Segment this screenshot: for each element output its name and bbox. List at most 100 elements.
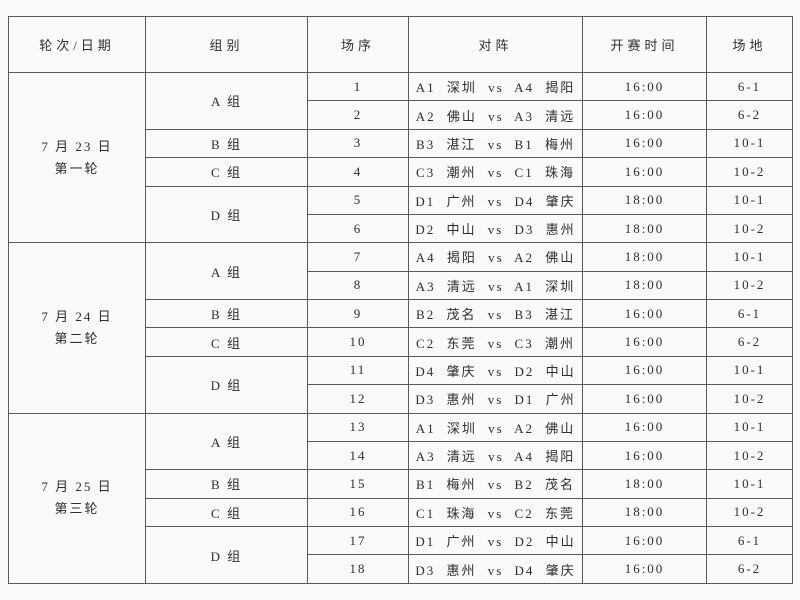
match-no-cell: 17 <box>307 525 409 556</box>
venue-cell: 10-1 <box>706 355 793 386</box>
match-no-cell: 4 <box>307 157 409 187</box>
match-no-cell: 7 <box>307 242 409 272</box>
matchup-cell: C2 东莞 vs C3 潮州 <box>408 327 583 357</box>
match-no-cell: 3 <box>307 128 409 159</box>
venue-cell: 10-1 <box>706 128 793 159</box>
time-cell: 18:00 <box>582 242 707 272</box>
header-match-no: 场序 <box>307 16 409 73</box>
matchup-cell: D3 惠州 vs D4 肇庆 <box>408 554 583 584</box>
venue-cell: 10-2 <box>706 384 793 414</box>
match-schedule-table: 轮次/日期 组别 场序 对阵 开赛时间 场地 7 月 23 日第一轮 A 组 1 A1… <box>8 16 793 584</box>
group-cell: B 组 <box>145 469 308 499</box>
venue-cell: 6-1 <box>706 525 793 556</box>
match-no-cell: 8 <box>307 270 409 301</box>
match-row: 14 A3 清远 vs A4 揭阳 16:00 10-2 <box>9 440 793 471</box>
header-start-time: 开赛时间 <box>582 16 707 73</box>
date-cell: 7 月 25 日第三轮 <box>8 412 146 584</box>
schedule-page: 轮次/日期 组别 场序 对阵 开赛时间 场地 7 月 23 日第一轮 A 组 1 A1… <box>8 16 793 584</box>
match-no-cell: 2 <box>307 100 409 130</box>
match-row: 7 月 24 日第二轮 A 组 7 A4 揭阳 vs A2 佛山 18:00 10-1 <box>8 242 793 414</box>
time-cell: 18:00 <box>582 270 707 301</box>
group-cell: B 组 <box>145 298 308 329</box>
match-no-cell: 13 <box>307 412 409 442</box>
match-no-cell: 14 <box>307 440 409 471</box>
matchup-cell: C1 珠海 vs C2 东莞 <box>408 497 583 528</box>
venue-cell: 10-2 <box>706 213 793 244</box>
time-cell: 16:00 <box>582 355 707 386</box>
time-cell: 16:00 <box>582 128 707 159</box>
matchup-cell: A3 清远 vs A1 深圳 <box>408 270 583 301</box>
date-text: 7 月 23 日 <box>41 138 113 154</box>
match-row: 2 A2 佛山 vs A3 清远 16:00 6-2 <box>9 100 793 130</box>
round-text: 第一轮 <box>54 160 100 176</box>
match-no-cell: 15 <box>307 469 409 499</box>
time-cell: 16:00 <box>582 525 707 556</box>
group-cell: B 组 <box>145 128 308 159</box>
venue-cell: 6-1 <box>706 298 793 329</box>
matchup-cell: C3 潮州 vs C1 珠海 <box>408 157 583 187</box>
match-row: 8 A3 清远 vs A1 深圳 18:00 10-2 <box>9 270 793 301</box>
match-no-cell: 12 <box>307 384 409 414</box>
header-matchup: 对阵 <box>408 16 583 73</box>
header-round-date: 轮次/日期 <box>8 16 146 73</box>
matchup-cell: A4 揭阳 vs A2 佛山 <box>408 242 583 272</box>
match-no-cell: 16 <box>307 497 409 528</box>
venue-cell: 6-2 <box>706 100 793 130</box>
matchup-cell: D1 广州 vs D4 肇庆 <box>408 185 583 215</box>
match-row: D 组 5 D1 广州 vs D4 肇庆 18:00 10-1 <box>9 185 793 244</box>
venue-cell: 10-1 <box>706 469 793 499</box>
time-cell: 18:00 <box>582 497 707 528</box>
venue-cell: 10-2 <box>706 157 793 187</box>
match-row: 7 月 23 日第一轮 A 组 1 A1 深圳 vs A4 揭阳 16:00 6-1 <box>8 71 793 244</box>
time-cell: 18:00 <box>582 469 707 499</box>
group-cell: A 组 <box>145 412 308 471</box>
match-row: D 组 17 D1 广州 vs D2 中山 16:00 6-1 <box>9 525 793 584</box>
venue-cell: 10-2 <box>706 497 793 528</box>
match-no-cell: 5 <box>307 185 409 215</box>
venue-cell: 10-1 <box>706 242 793 272</box>
match-no-cell: 9 <box>307 298 409 329</box>
date-text: 7 月 25 日 <box>41 479 113 495</box>
time-cell: 16:00 <box>582 100 707 130</box>
venue-cell: 6-2 <box>706 327 793 357</box>
time-cell: 16:00 <box>582 554 707 584</box>
match-no-cell: 10 <box>307 327 409 357</box>
time-cell: 18:00 <box>582 185 707 215</box>
time-cell: 16:00 <box>582 327 707 357</box>
header-venue: 场地 <box>706 16 793 73</box>
time-cell: 16:00 <box>582 298 707 329</box>
group-cell: D 组 <box>145 526 308 584</box>
match-row: C 组 4 C3 潮州 vs C1 珠海 16:00 10-2 <box>9 157 793 187</box>
time-cell: 16:00 <box>582 157 707 187</box>
match-row: 18 D3 惠州 vs D4 肇庆 16:00 6-2 <box>9 554 793 584</box>
time-cell: 16:00 <box>582 412 707 442</box>
date-cell: 7 月 23 日第一轮 <box>8 71 146 244</box>
group-cell: A 组 <box>145 72 308 130</box>
venue-cell: 6-1 <box>706 71 793 102</box>
round-text: 第三轮 <box>54 501 100 517</box>
group-cell: C 组 <box>145 327 308 357</box>
match-no-cell: 11 <box>307 355 409 386</box>
group-cell: C 组 <box>145 497 308 528</box>
time-cell: 16:00 <box>582 384 707 414</box>
date-cell: 7 月 24 日第二轮 <box>8 242 146 414</box>
matchup-cell: D2 中山 vs D3 惠州 <box>408 213 583 244</box>
match-no-cell: 6 <box>307 213 409 244</box>
matchup-cell: D1 广州 vs D2 中山 <box>408 525 583 556</box>
round-text: 第二轮 <box>54 330 100 346</box>
match-row: B 组 15 B1 梅州 vs B2 茂名 18:00 10-1 <box>9 469 793 499</box>
match-row: D 组 11 D4 肇庆 vs D2 中山 16:00 10-1 <box>9 355 793 414</box>
matchup-cell: A1 深圳 vs A2 佛山 <box>408 412 583 442</box>
match-row: C 组 10 C2 东莞 vs C3 潮州 16:00 6-2 <box>9 327 793 357</box>
time-cell: 16:00 <box>582 440 707 471</box>
group-cell: A 组 <box>145 242 308 300</box>
venue-cell: 6-2 <box>706 554 793 584</box>
matchup-cell: D4 肇庆 vs D2 中山 <box>408 355 583 386</box>
matchup-cell: D3 惠州 vs D1 广州 <box>408 384 583 414</box>
matchup-cell: A3 清远 vs A4 揭阳 <box>408 440 583 471</box>
match-no-cell: 1 <box>307 71 409 102</box>
match-no-cell: 18 <box>307 554 409 584</box>
matchup-cell: B2 茂名 vs B3 湛江 <box>408 298 583 329</box>
time-cell: 18:00 <box>582 213 707 244</box>
date-text: 7 月 24 日 <box>41 308 113 324</box>
